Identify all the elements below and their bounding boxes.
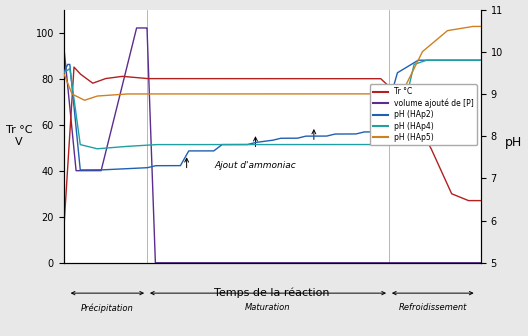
X-axis label: Temps de la réaction: Temps de la réaction (214, 288, 330, 298)
Text: Refroidissement: Refroidissement (399, 303, 467, 312)
Legend: Tr °C, volume ajouté de [P], pH (HAp2), pH (HAp4), pH (HAp5): Tr °C, volume ajouté de [P], pH (HAp2), … (370, 84, 477, 145)
Y-axis label: pH: pH (505, 136, 522, 149)
Text: Ajout d'ammoniac: Ajout d'ammoniac (214, 161, 296, 170)
Y-axis label: Tr °C
V: Tr °C V (6, 125, 32, 147)
Text: Maturation: Maturation (245, 303, 291, 312)
Text: Précipitation: Précipitation (81, 303, 134, 313)
